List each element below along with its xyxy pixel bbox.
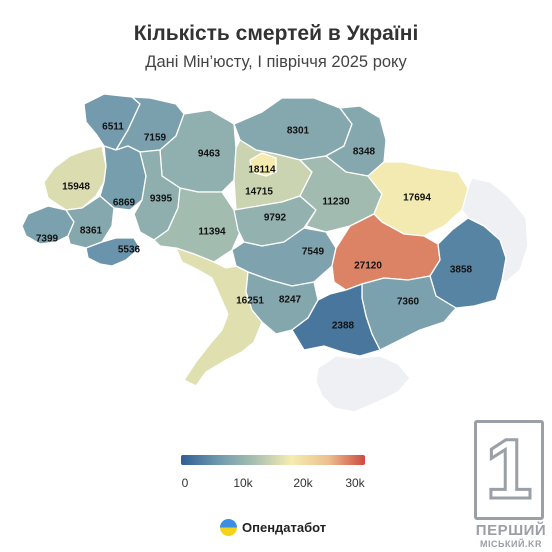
region-ternopil bbox=[99, 145, 147, 211]
value-label-sumy: 8348 bbox=[353, 147, 376, 158]
region-chernivtsi bbox=[85, 237, 141, 267]
opendatabot-logo-icon bbox=[220, 519, 237, 536]
value-label-volyn: 6511 bbox=[102, 122, 124, 133]
region-lviv bbox=[43, 145, 107, 211]
value-label-vinnytsia: 11394 bbox=[198, 227, 226, 238]
region-odesa bbox=[175, 247, 263, 387]
region-kherson bbox=[291, 283, 381, 357]
value-label-lviv: 15948 bbox=[62, 182, 90, 193]
value-label-ivano-frankivsk: 8361 bbox=[80, 226, 103, 237]
value-label-cherkasy: 9792 bbox=[264, 213, 287, 224]
value-label-zakarpattia: 7399 bbox=[36, 234, 59, 245]
value-label-chernihiv: 8301 bbox=[287, 126, 310, 137]
value-label-kirovohrad: 7549 bbox=[302, 247, 325, 258]
legend-color-bar bbox=[181, 455, 365, 465]
region-zakarpattia bbox=[21, 205, 75, 245]
value-label-zhytomyr: 9463 bbox=[198, 149, 221, 160]
value-label-dnipropetrovsk: 27120 bbox=[354, 261, 382, 272]
badge-line-1: ПЕРШИЙ bbox=[475, 522, 547, 539]
badge-line-2: МІСЬКИЙ.KR bbox=[480, 539, 542, 549]
legend-tick-0: 0 bbox=[181, 476, 189, 490]
badge-glyph: 1 bbox=[484, 422, 534, 516]
region-kyiv-city bbox=[249, 152, 277, 177]
value-label-zaporizhzhia: 7360 bbox=[397, 297, 420, 308]
region-crimea bbox=[315, 355, 411, 413]
pershyi-misky-badge: 1 ПЕРШИЙ МІСЬКИЙ.KR bbox=[470, 418, 552, 552]
brand-name: Опендатабот bbox=[242, 520, 327, 535]
value-label-chernivtsi: 5536 bbox=[118, 245, 141, 256]
value-label-kyiv-oblast: 14715 bbox=[245, 187, 273, 198]
value-label-odesa: 16251 bbox=[236, 296, 264, 307]
badge-frame: 1 bbox=[474, 420, 544, 520]
value-label-donetsk: 3858 bbox=[450, 265, 473, 276]
value-label-poltava: 11230 bbox=[322, 197, 350, 208]
brand: Опендатабот bbox=[220, 519, 326, 536]
value-label-kharkiv: 17694 bbox=[403, 193, 431, 204]
value-label-ternopil: 6869 bbox=[113, 198, 136, 209]
legend-tick-20k: 20k bbox=[293, 476, 313, 490]
map-subtitle: Дані Мін’юсту, І півріччя 2025 року bbox=[145, 53, 407, 71]
legend-tick-30k: 30k bbox=[345, 476, 365, 490]
value-label-rivne: 7159 bbox=[144, 133, 167, 144]
value-label-khmelnytskyi: 9395 bbox=[150, 194, 173, 205]
value-label-mykolaiv: 8247 bbox=[279, 295, 302, 306]
value-label-kherson: 2388 bbox=[332, 321, 355, 332]
value-label-kyiv-city: 18114 bbox=[248, 165, 276, 176]
legend-tick-10k: 10k bbox=[233, 476, 253, 490]
map-title: Кількість смертей в Україні bbox=[133, 22, 419, 45]
